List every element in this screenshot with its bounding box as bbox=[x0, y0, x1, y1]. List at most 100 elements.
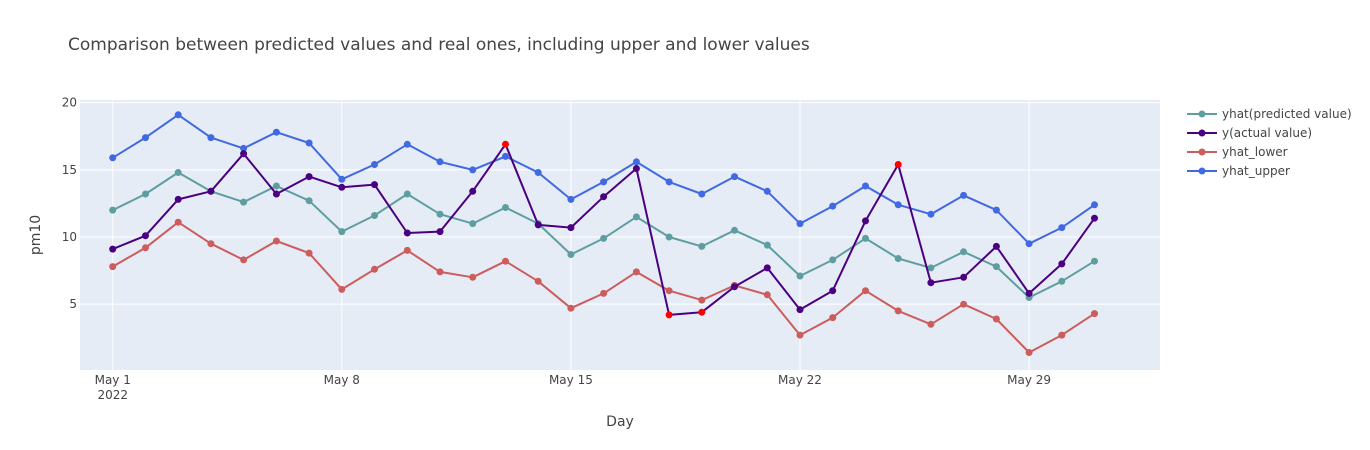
data-point[interactable] bbox=[371, 212, 378, 219]
data-point[interactable] bbox=[534, 277, 542, 285]
data-point[interactable] bbox=[502, 152, 509, 160]
data-point[interactable] bbox=[992, 242, 1000, 250]
data-point[interactable] bbox=[305, 173, 313, 181]
data-point[interactable] bbox=[436, 228, 444, 236]
data-point[interactable] bbox=[1091, 310, 1098, 318]
data-point[interactable] bbox=[436, 268, 444, 276]
data-point[interactable] bbox=[109, 245, 117, 253]
data-point[interactable] bbox=[829, 202, 837, 210]
data-point[interactable] bbox=[1058, 331, 1066, 339]
data-point[interactable] bbox=[371, 181, 378, 189]
data-point[interactable] bbox=[829, 314, 837, 322]
data-point[interactable] bbox=[338, 285, 346, 293]
data-point[interactable] bbox=[698, 296, 706, 304]
data-point[interactable] bbox=[665, 287, 673, 295]
data-point[interactable] bbox=[829, 256, 837, 264]
data-point[interactable] bbox=[862, 234, 869, 242]
outlier-point[interactable] bbox=[665, 311, 673, 319]
data-point[interactable] bbox=[1058, 224, 1066, 232]
data-point[interactable] bbox=[174, 195, 182, 203]
data-point[interactable] bbox=[207, 134, 215, 142]
legend-item[interactable]: yhat_upper bbox=[1187, 164, 1290, 178]
data-point[interactable] bbox=[960, 248, 968, 256]
data-point[interactable] bbox=[272, 128, 280, 136]
data-point[interactable] bbox=[862, 182, 869, 190]
data-point[interactable] bbox=[142, 232, 149, 240]
data-point[interactable] bbox=[272, 237, 280, 245]
data-point[interactable] bbox=[1091, 214, 1098, 222]
data-point[interactable] bbox=[600, 289, 608, 297]
data-point[interactable] bbox=[1058, 260, 1066, 268]
data-point[interactable] bbox=[632, 158, 640, 166]
data-point[interactable] bbox=[992, 263, 1000, 271]
data-point[interactable] bbox=[927, 320, 935, 328]
data-point[interactable] bbox=[796, 220, 804, 228]
legend-item[interactable]: yhat_lower bbox=[1187, 145, 1288, 159]
data-point[interactable] bbox=[272, 182, 280, 190]
legend-item[interactable]: yhat(predicted value) bbox=[1187, 107, 1352, 121]
outlier-point[interactable] bbox=[894, 161, 902, 168]
data-point[interactable] bbox=[600, 178, 608, 186]
data-point[interactable] bbox=[763, 241, 771, 249]
data-point[interactable] bbox=[894, 255, 902, 262]
data-point[interactable] bbox=[1025, 349, 1033, 356]
legend[interactable]: yhat(predicted value) y(actual value) yhat… bbox=[1187, 107, 1352, 178]
data-point[interactable] bbox=[960, 273, 968, 281]
legend-item[interactable]: y(actual value) bbox=[1187, 126, 1312, 140]
data-point[interactable] bbox=[665, 233, 673, 241]
data-point[interactable] bbox=[600, 234, 608, 242]
data-point[interactable] bbox=[600, 193, 608, 201]
data-point[interactable] bbox=[894, 201, 902, 209]
data-point[interactable] bbox=[927, 210, 935, 218]
data-point[interactable] bbox=[1058, 277, 1066, 285]
data-point[interactable] bbox=[436, 158, 444, 166]
data-point[interactable] bbox=[534, 221, 542, 229]
data-point[interactable] bbox=[992, 315, 1000, 323]
data-point[interactable] bbox=[731, 226, 738, 234]
data-point[interactable] bbox=[567, 195, 575, 203]
data-point[interactable] bbox=[469, 220, 477, 228]
data-point[interactable] bbox=[502, 204, 509, 211]
data-point[interactable] bbox=[632, 268, 640, 276]
data-point[interactable] bbox=[403, 140, 411, 148]
data-point[interactable] bbox=[1091, 201, 1098, 209]
data-point[interactable] bbox=[240, 150, 248, 158]
data-point[interactable] bbox=[763, 291, 771, 299]
data-point[interactable] bbox=[338, 175, 346, 183]
data-point[interactable] bbox=[109, 263, 117, 271]
data-point[interactable] bbox=[403, 229, 411, 237]
data-point[interactable] bbox=[142, 190, 149, 198]
data-point[interactable] bbox=[174, 218, 182, 226]
data-point[interactable] bbox=[763, 264, 771, 272]
outlier-point[interactable] bbox=[698, 308, 706, 316]
data-point[interactable] bbox=[305, 197, 313, 205]
data-point[interactable] bbox=[1025, 240, 1033, 248]
data-point[interactable] bbox=[731, 173, 738, 181]
data-point[interactable] bbox=[240, 256, 248, 264]
data-point[interactable] bbox=[567, 224, 575, 232]
data-point[interactable] bbox=[534, 169, 542, 176]
data-point[interactable] bbox=[763, 187, 771, 195]
outlier-point[interactable] bbox=[502, 140, 509, 148]
data-point[interactable] bbox=[469, 273, 477, 281]
data-point[interactable] bbox=[403, 190, 411, 198]
data-point[interactable] bbox=[665, 178, 673, 186]
data-point[interactable] bbox=[1091, 257, 1098, 265]
data-point[interactable] bbox=[731, 283, 738, 291]
data-point[interactable] bbox=[436, 210, 444, 218]
data-point[interactable] bbox=[109, 154, 117, 162]
data-point[interactable] bbox=[240, 144, 248, 152]
data-point[interactable] bbox=[305, 139, 313, 147]
data-point[interactable] bbox=[567, 304, 575, 312]
data-point[interactable] bbox=[371, 161, 378, 168]
data-point[interactable] bbox=[174, 169, 182, 176]
data-point[interactable] bbox=[796, 272, 804, 280]
data-point[interactable] bbox=[796, 331, 804, 339]
data-point[interactable] bbox=[142, 134, 149, 142]
data-point[interactable] bbox=[992, 206, 1000, 214]
data-point[interactable] bbox=[502, 257, 509, 265]
data-point[interactable] bbox=[632, 165, 640, 172]
data-point[interactable] bbox=[894, 307, 902, 315]
data-point[interactable] bbox=[829, 287, 837, 295]
data-point[interactable] bbox=[338, 183, 346, 191]
